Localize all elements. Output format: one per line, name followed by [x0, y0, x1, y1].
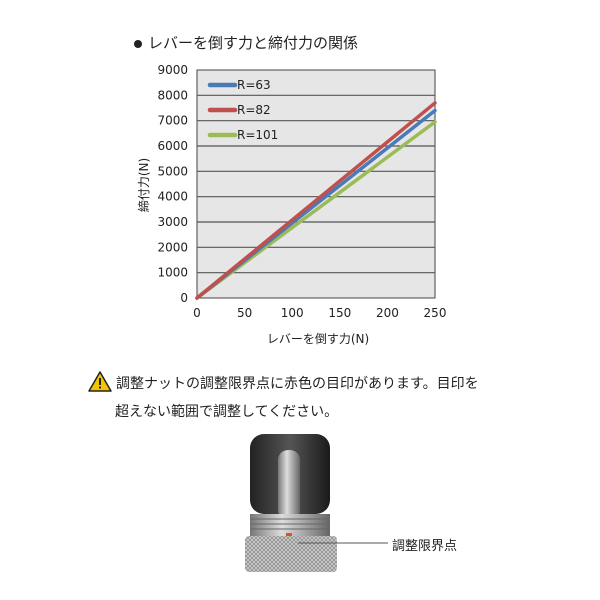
y-tick-label: 0	[180, 291, 188, 305]
x-tick-label: 250	[424, 306, 447, 320]
chart-title-text: レバーを倒す力と締付力の関係	[148, 34, 359, 52]
x-tick-label: 0	[193, 306, 201, 320]
y-tick-label: 8000	[157, 88, 188, 102]
x-axis-label: レバーを倒す力(N)	[267, 332, 369, 346]
plot-area	[196, 69, 436, 299]
adjustment-nut-photo	[245, 434, 388, 572]
legend-label: R=63	[237, 78, 271, 92]
y-axis-label: 締付力(N)	[136, 158, 151, 212]
y-tick-label: 4000	[157, 190, 188, 204]
x-tick-label: 200	[376, 306, 399, 320]
bullet-icon	[134, 39, 142, 48]
series-line-r82	[195, 101, 437, 300]
y-tick-label: 3000	[157, 215, 188, 229]
y-tick-label: 5000	[157, 164, 188, 178]
y-tick-label: 2000	[157, 240, 188, 254]
chart: 0 1000 2000 3000 4000 5000 6000 7000 8000 9000 0 50…	[136, 63, 447, 346]
y-tick-label: 7000	[157, 114, 188, 128]
y-tick-label: 1000	[157, 266, 188, 280]
y-tick-label: 6000	[157, 139, 188, 153]
warning-note: 調整ナットの調整限界点に赤色の目印があります。目印を 超えない範囲で調整してくだ…	[88, 370, 479, 426]
x-tick-label: 150	[328, 306, 351, 320]
adjustment-limit-label: 調整限界点	[392, 539, 458, 554]
warning-line-1: 調整ナットの調整限界点に赤色の目印があります。目印を	[116, 376, 479, 392]
x-tick-label: 100	[281, 306, 304, 320]
legend-label: R=101	[237, 128, 278, 142]
warning-triangle-icon	[88, 371, 112, 392]
x-tick-label: 50	[237, 306, 252, 320]
chart-title: レバーを倒す力と締付力の関係	[134, 32, 358, 53]
warning-line-2: 超えない範囲で調整してください。	[115, 404, 339, 420]
legend-label: R=82	[237, 103, 271, 117]
y-tick-label: 9000	[157, 63, 188, 77]
